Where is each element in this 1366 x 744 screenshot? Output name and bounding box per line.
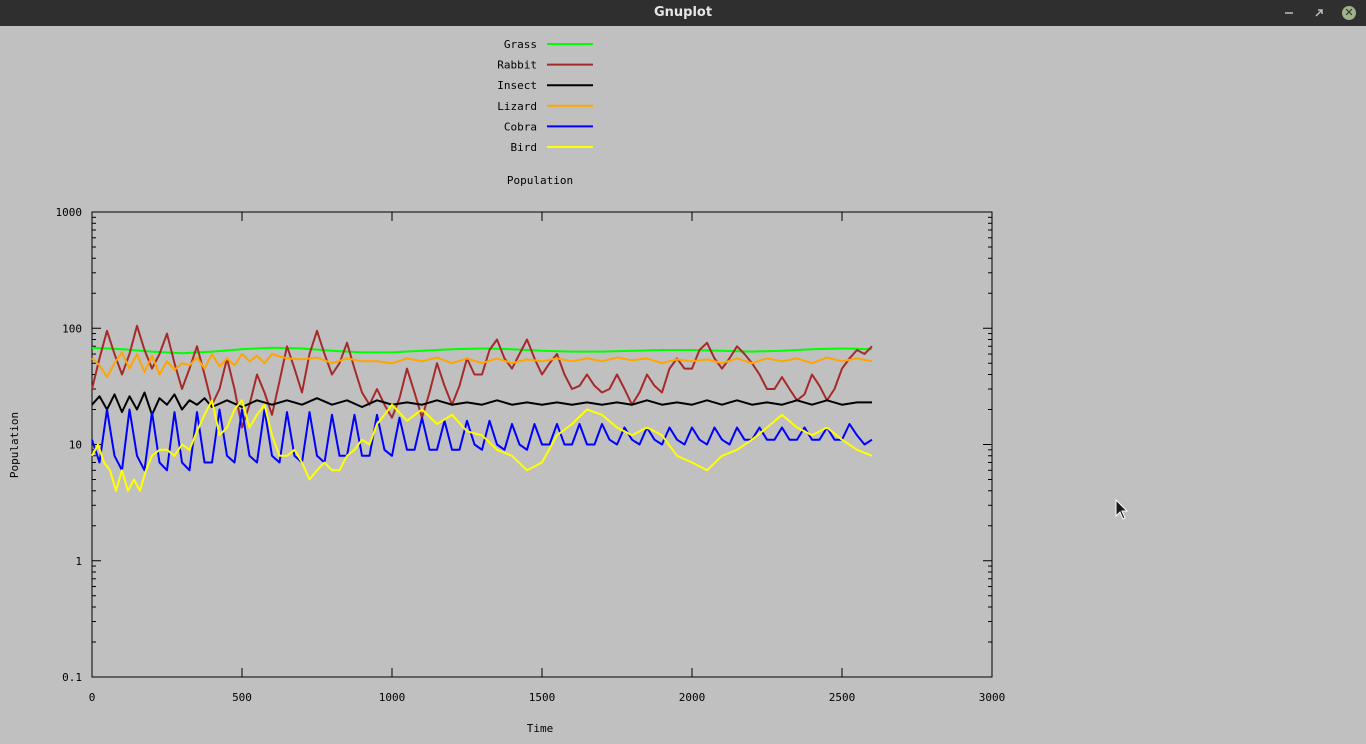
y-axis: 0.1 1 10 100 1000: [56, 206, 992, 684]
series-line-grass: [91, 346, 873, 355]
y-tick-label: 1: [75, 555, 82, 568]
x-tick-label: 1000: [379, 691, 406, 704]
x-tick-label: 2000: [679, 691, 706, 704]
plot-canvas: Grass Rabbit Insect Lizard Cobra Bird Populat…: [8, 38, 1006, 735]
series-line-lizard: [91, 351, 873, 379]
x-tick-label: 0: [89, 691, 96, 704]
window-titlebar: Gnuplot ✕: [0, 0, 1366, 26]
legend-label-grass: Grass: [504, 38, 537, 51]
legend-label-bird: Bird: [511, 141, 538, 154]
legend-label-cobra: Cobra: [504, 120, 537, 133]
legend-label-rabbit: Rabbit: [497, 59, 537, 72]
minimize-icon[interactable]: [1280, 4, 1298, 22]
window-title: Gnuplot: [653, 5, 713, 20]
x-tick-label: 3000: [979, 691, 1006, 704]
series-line-bird: [91, 399, 873, 492]
legend-label-lizard: Lizard: [497, 100, 537, 113]
y-axis-label: Population: [8, 412, 21, 478]
series-line-cobra: [91, 408, 873, 472]
y-tick-label: 10: [69, 439, 82, 452]
y-tick-label: 100: [62, 322, 82, 335]
close-button[interactable]: ✕: [1340, 4, 1358, 22]
mouse-cursor-icon: [1115, 499, 1129, 520]
series-line-insect: [91, 391, 872, 416]
legend-label-insect: Insect: [497, 79, 537, 92]
maximize-icon[interactable]: [1310, 4, 1328, 22]
chart-title: Population: [507, 174, 573, 187]
close-icon: ✕: [1342, 6, 1356, 20]
y-tick-label: 0.1: [62, 671, 82, 684]
x-axis-label: Time: [527, 722, 554, 735]
x-tick-label: 1500: [529, 691, 556, 704]
y-tick-label: 1000: [56, 206, 83, 219]
series-line-rabbit: [91, 324, 873, 429]
series-layer: [91, 324, 873, 492]
x-tick-label: 2500: [829, 691, 856, 704]
legend: Grass Rabbit Insect Lizard Cobra Bird: [497, 38, 593, 154]
x-tick-label: 500: [232, 691, 252, 704]
x-axis: 0 500 1000 1500 2000 2500 3000: [89, 212, 1006, 704]
